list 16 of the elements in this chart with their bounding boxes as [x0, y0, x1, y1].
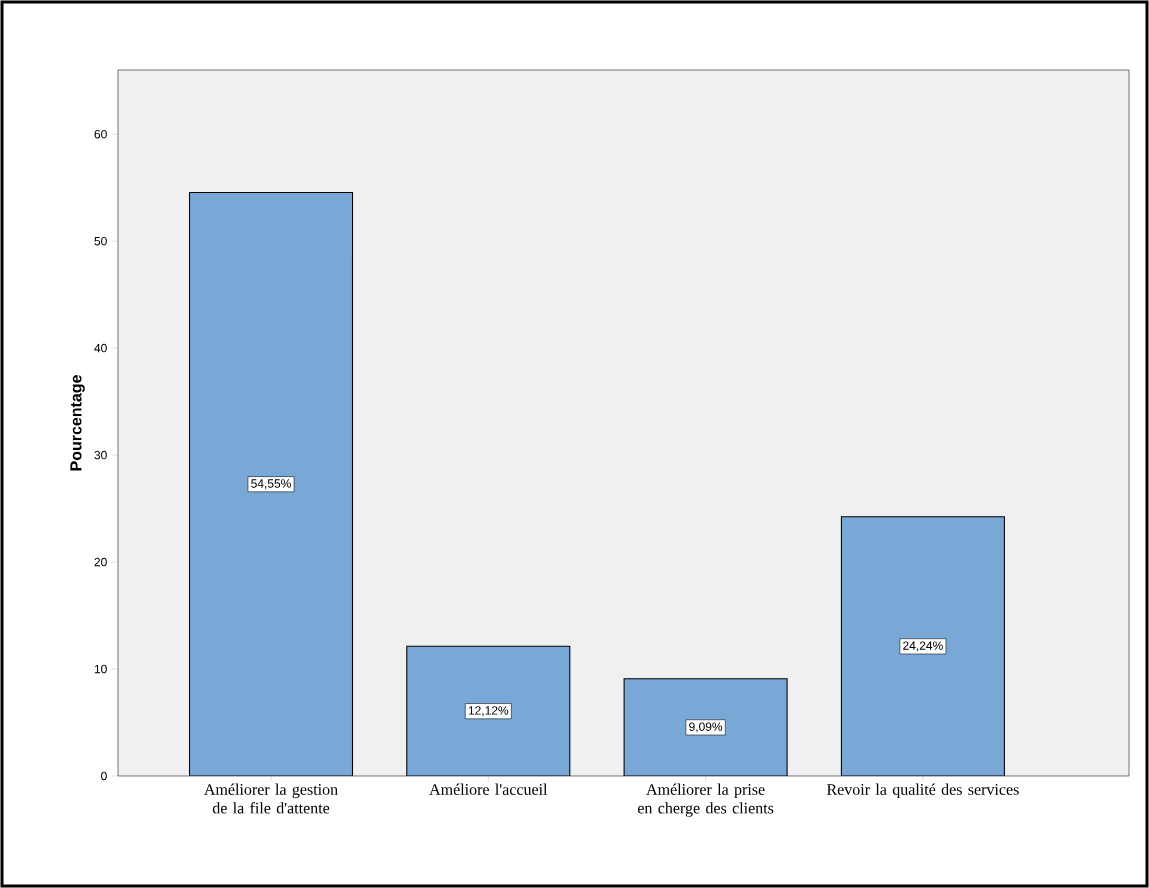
x-tick-label: Revoir la qualité des services	[826, 783, 1019, 799]
x-tick-label: Améliorer la gestion de la file d'attente	[204, 783, 338, 814]
y-tick-label: 40	[94, 343, 107, 353]
data-label: 54,55%	[251, 479, 291, 490]
y-tick-label: 0	[101, 771, 107, 781]
x-tick-label: Améliore l'accueil	[429, 783, 548, 795]
y-tick-label: 50	[94, 236, 107, 246]
y-tick-label: 60	[94, 129, 107, 139]
y-tick-label: 20	[94, 557, 107, 567]
x-tick-label: Améliorer la prise en cherge des clients	[637, 783, 774, 817]
y-axis-title: Pourcentage	[70, 375, 85, 471]
y-tick-label: 10	[94, 664, 107, 674]
data-label: 24,24%	[903, 641, 943, 652]
data-label: 9,09%	[689, 722, 723, 733]
y-tick-label: 30	[94, 450, 107, 460]
data-label: 12,12%	[468, 706, 509, 717]
